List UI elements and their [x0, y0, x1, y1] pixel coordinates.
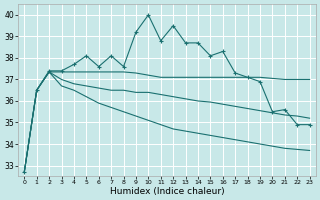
X-axis label: Humidex (Indice chaleur): Humidex (Indice chaleur)	[110, 187, 224, 196]
